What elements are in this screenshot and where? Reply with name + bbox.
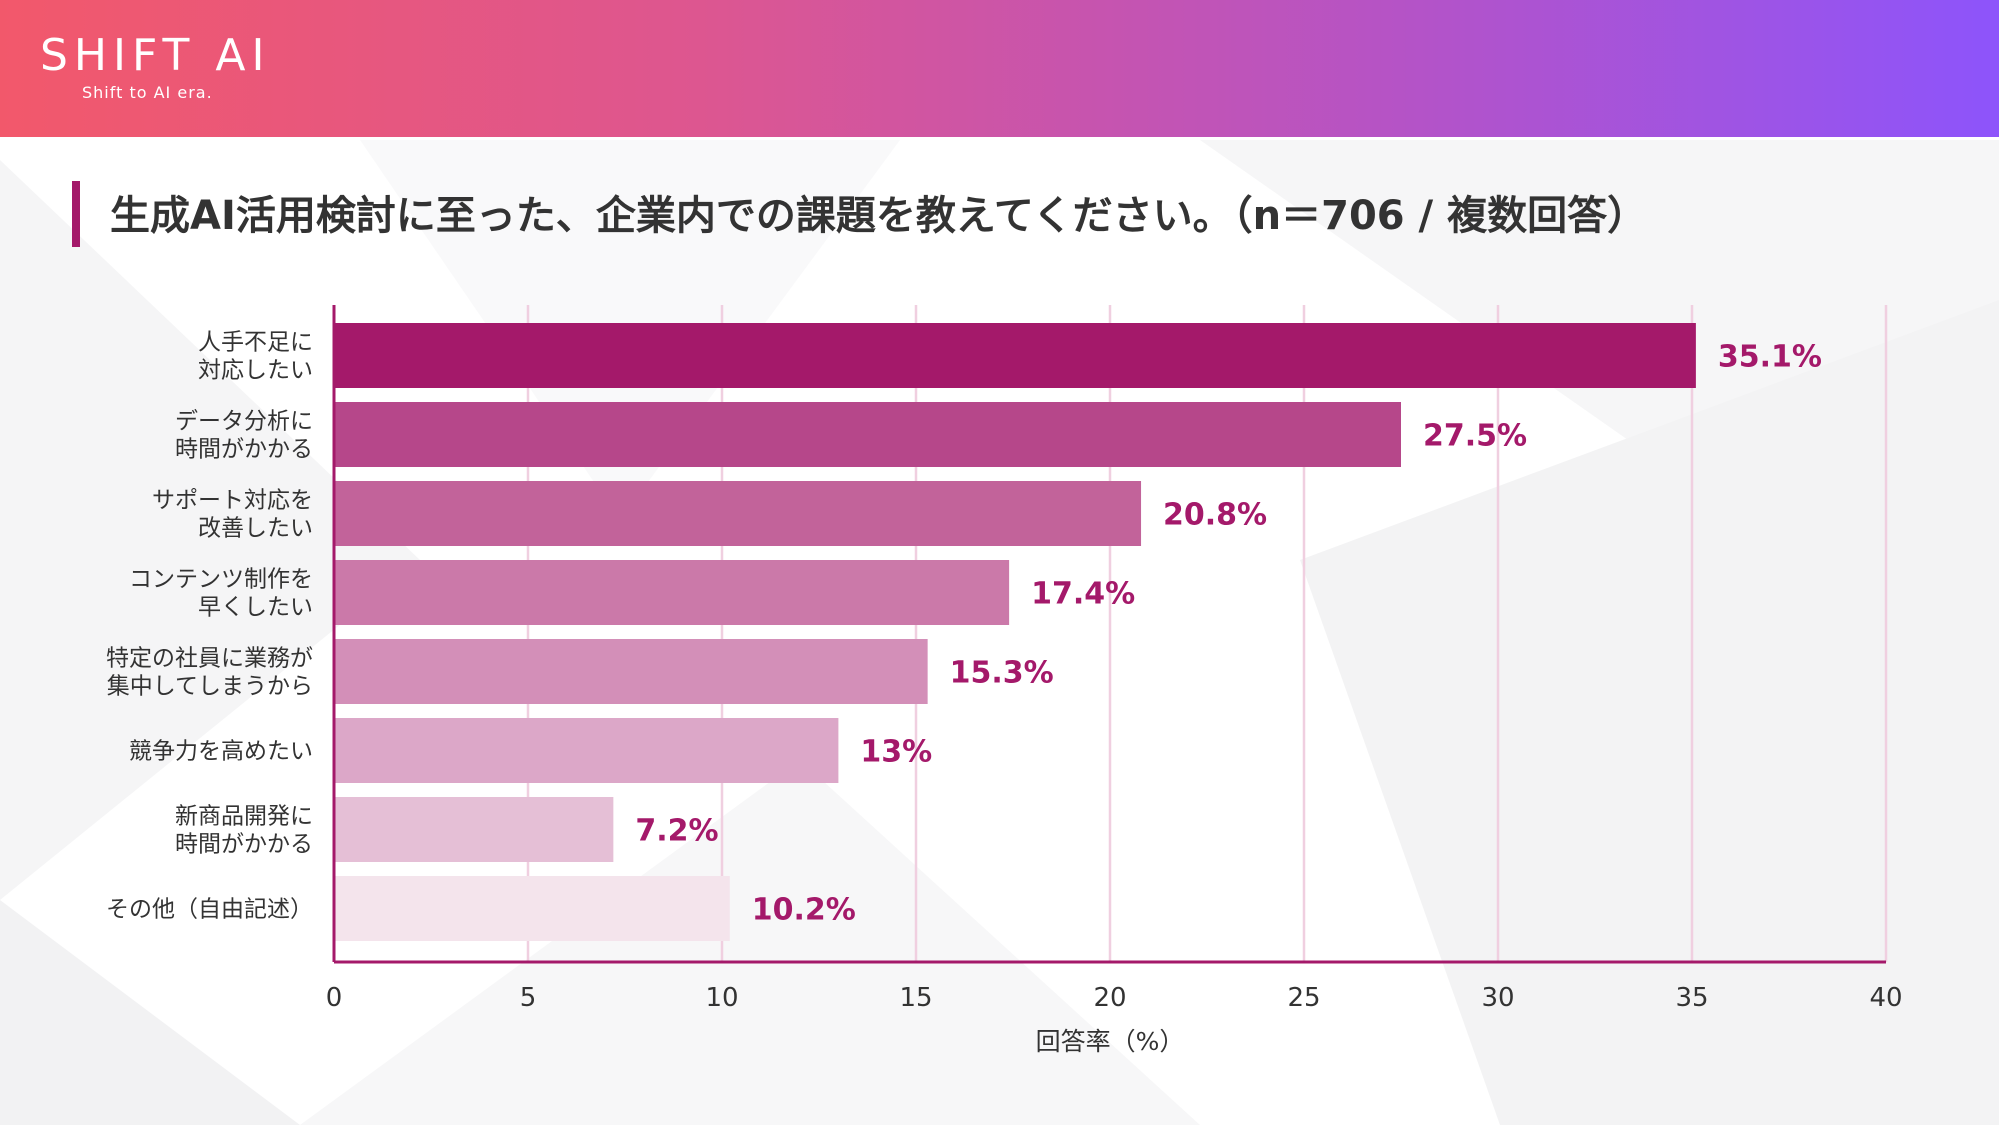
category-label-line: 改善したい xyxy=(198,516,313,542)
bar xyxy=(334,639,928,704)
category-label-line: 人手不足に xyxy=(198,330,313,356)
category-label-line: 特定の社員に業務が xyxy=(106,646,313,672)
category-label-line: コンテンツ制作を xyxy=(129,567,313,593)
category-label: 競争力を高めたい xyxy=(129,739,313,765)
brand-tagline: Shift to AI era. xyxy=(82,83,213,102)
category-label: データ分析に時間がかかる xyxy=(175,409,313,463)
x-tick-labels: 0 5 10 15 20 25 30 35 40 xyxy=(326,983,1903,1013)
x-tick-label: 40 xyxy=(1869,983,1902,1013)
brand-logo: SHIFT AI xyxy=(40,30,271,81)
category-label: 特定の社員に業務が集中してしまうから xyxy=(106,646,313,700)
x-tick-label: 30 xyxy=(1481,983,1514,1013)
bar xyxy=(334,402,1401,467)
bar xyxy=(334,876,730,941)
x-tick-label: 5 xyxy=(520,983,537,1013)
bar-value-label: 10.2% xyxy=(752,893,856,928)
bar xyxy=(334,797,614,862)
x-tick-label: 25 xyxy=(1287,983,1320,1013)
x-tick-label: 20 xyxy=(1093,983,1126,1013)
category-label-line: サポート対応を xyxy=(152,488,313,514)
bar-value-label: 20.8% xyxy=(1163,498,1267,533)
bar-value-label: 17.4% xyxy=(1031,577,1135,612)
bar xyxy=(334,560,1010,625)
bar xyxy=(334,481,1142,546)
category-label: 人手不足に対応したい xyxy=(198,330,313,384)
category-label-line: その他（自由記述） xyxy=(106,897,313,923)
chart-title: 生成AI活用検討に至った、企業内での課題を教えてください。（n＝706 / 複数… xyxy=(110,193,1648,239)
category-label: コンテンツ制作を早くしたい xyxy=(129,567,313,621)
category-label: その他（自由記述） xyxy=(106,897,313,923)
category-label: 新商品開発に時間がかかる xyxy=(175,804,313,858)
category-label-line: 対応したい xyxy=(198,358,313,384)
x-tick-label: 15 xyxy=(899,983,932,1013)
category-label-line: 新商品開発に xyxy=(175,804,313,830)
category-labels: 人手不足に対応したいデータ分析に時間がかかるサポート対応を改善したいコンテンツ制… xyxy=(106,330,313,923)
x-axis-title: 回答率（%） xyxy=(1036,1027,1185,1056)
category-label-line: 時間がかかる xyxy=(175,832,313,858)
bar-value-label: 7.2% xyxy=(635,814,718,849)
bar xyxy=(334,718,839,783)
bars xyxy=(334,323,1696,941)
bar-value-label: 35.1% xyxy=(1718,340,1822,375)
bar-value-label: 15.3% xyxy=(950,656,1054,691)
category-label-line: 競争力を高めたい xyxy=(129,739,313,765)
bar-value-label: 27.5% xyxy=(1423,419,1527,454)
x-tick-label: 35 xyxy=(1675,983,1708,1013)
header-banner: SHIFT AI Shift to AI era. xyxy=(0,0,1999,137)
category-label-line: 集中してしまうから xyxy=(107,674,313,700)
bar-value-label: 13% xyxy=(860,735,932,770)
category-label: サポート対応を改善したい xyxy=(152,488,313,542)
value-labels: 35.1% 27.5% 20.8% 17.4% 15.3% 13% 7.2% 10.2% xyxy=(635,340,1822,928)
x-tick-label: 0 xyxy=(326,983,343,1013)
axes xyxy=(332,305,1886,964)
category-label-line: データ分析に xyxy=(175,409,313,435)
category-label-line: 時間がかかる xyxy=(175,437,313,463)
bar xyxy=(334,323,1696,388)
x-tick-label: 10 xyxy=(705,983,738,1013)
title-accent-bar xyxy=(72,181,80,247)
category-label-line: 早くしたい xyxy=(198,595,313,621)
